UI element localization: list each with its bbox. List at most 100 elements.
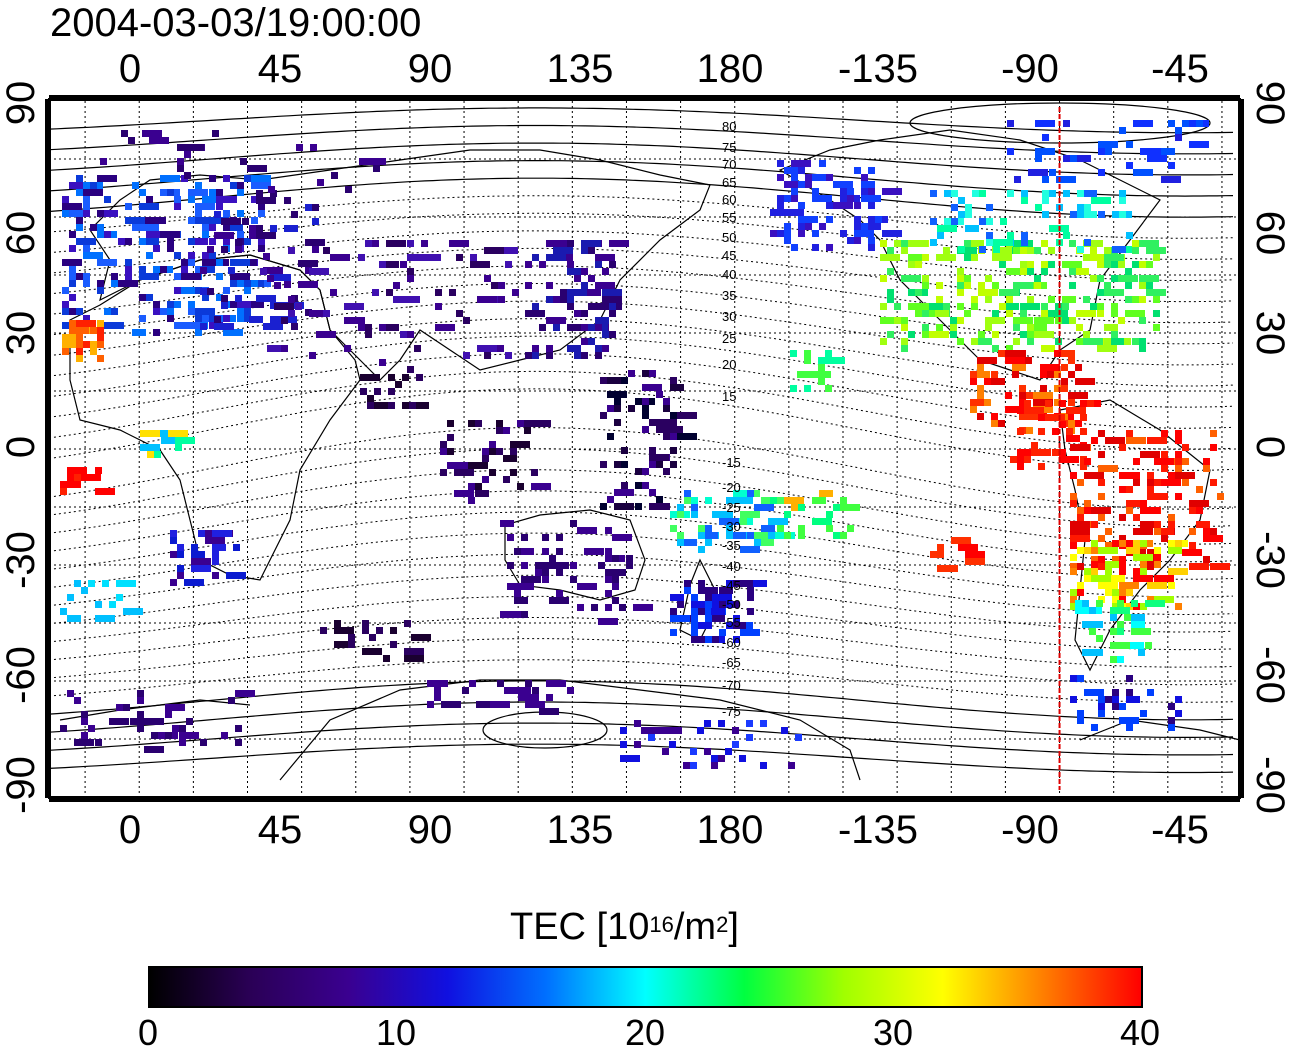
tec-pixel <box>395 381 402 388</box>
tec-pixel <box>1034 247 1041 254</box>
tec-pixel <box>1098 211 1105 218</box>
tec-pixel <box>826 202 833 209</box>
tec-pixel <box>1062 261 1082 268</box>
tec-pixel <box>62 341 69 348</box>
tec-pixel <box>581 289 601 296</box>
tec-pixel <box>500 611 507 618</box>
tec-pixel <box>978 289 998 296</box>
tec-pixel <box>207 288 214 295</box>
tec-pixel <box>1007 190 1014 197</box>
tec-pixel <box>1034 275 1041 282</box>
tec-pixel <box>244 287 251 294</box>
tec-pixel <box>977 364 984 371</box>
tec-pixel <box>214 211 221 218</box>
tec-pixel <box>1119 197 1126 204</box>
tec-pixel <box>249 316 256 323</box>
tec-pixel <box>790 350 797 357</box>
contour-label-25: 25 <box>722 331 736 346</box>
tec-pixel <box>656 461 663 468</box>
tec-pixel <box>804 350 811 357</box>
tec-pixel <box>819 160 826 167</box>
tec-pixel <box>507 562 514 569</box>
tec-pixel <box>376 627 383 634</box>
tec-pixel <box>116 704 123 711</box>
tec-pixel <box>1027 247 1034 254</box>
tec-pixel <box>1203 521 1210 528</box>
tec-pixel <box>62 348 69 355</box>
tec-pixel <box>191 558 211 565</box>
tec-pixel <box>256 316 263 323</box>
tec-pixel <box>754 504 774 511</box>
tec-pixel <box>595 254 615 261</box>
tec-pixel <box>521 562 528 569</box>
tec-pixel <box>379 324 386 331</box>
tec-pixel <box>125 259 132 266</box>
tec-pixel <box>67 467 87 474</box>
tec-pixel <box>1146 289 1166 296</box>
tec-pixel <box>525 680 532 687</box>
tec-pixel <box>365 240 372 247</box>
tec-pixel <box>1105 528 1112 535</box>
tec-pixel <box>854 167 861 174</box>
tec-pixel <box>284 197 291 204</box>
tec-pixel <box>348 634 355 641</box>
tec-pixel <box>1139 275 1159 282</box>
tec-pixel <box>1006 345 1013 352</box>
tec-pixel <box>1062 303 1069 310</box>
tec-pixel <box>1138 614 1145 621</box>
tec-pixel <box>441 680 448 687</box>
tec-pixel <box>202 252 209 259</box>
tec-pixel <box>732 727 739 734</box>
tec-pixel <box>691 594 698 601</box>
tec-pixel <box>1175 696 1182 703</box>
tec-pixel <box>407 366 414 373</box>
tec-pixel <box>642 384 662 391</box>
tec-pixel <box>880 240 887 247</box>
tec-pixel <box>1119 246 1126 253</box>
tec-pixel <box>95 601 102 608</box>
tec-pixel <box>670 433 677 440</box>
tec-pixel <box>344 303 364 310</box>
tec-pixel <box>88 725 95 732</box>
tec-pixel <box>1019 350 1026 357</box>
tec-pixel <box>146 294 153 301</box>
tec-pixel <box>690 762 697 769</box>
tec-pixel <box>97 355 104 362</box>
tec-pixel <box>1098 141 1118 148</box>
tec-pixel <box>60 725 67 732</box>
tec-pixel <box>200 267 207 274</box>
tec-pixel <box>83 280 90 287</box>
tec-pixel <box>747 532 754 539</box>
tec-pixel <box>81 739 88 746</box>
tec-pixel <box>977 357 997 364</box>
tec-pixel <box>256 197 276 204</box>
contour-label-minus50: -50 <box>722 597 741 612</box>
tec-pixel <box>212 572 219 579</box>
tec-pixel <box>104 210 111 217</box>
tec-pixel <box>992 345 999 352</box>
tec-pixel <box>90 327 97 334</box>
tec-pixel <box>670 594 677 601</box>
tec-pixel <box>1147 486 1154 493</box>
tec-pixel <box>221 218 241 225</box>
tec-pixel <box>1105 575 1125 582</box>
tec-pixel <box>1035 155 1042 162</box>
tec-pixel <box>690 748 697 755</box>
tec-pixel <box>62 287 69 294</box>
tec-pixel <box>986 232 993 239</box>
tec-pixel <box>147 451 154 458</box>
tec-pixel <box>160 308 167 315</box>
tec-pixel <box>1133 169 1153 176</box>
tec-pixel <box>908 254 928 261</box>
tec-pixel <box>777 160 784 167</box>
tec-pixel <box>165 711 172 718</box>
tec-pixel <box>677 594 684 601</box>
tec-pixel <box>950 317 957 324</box>
tec-pixel <box>1021 197 1028 204</box>
tec-pixel <box>574 352 581 359</box>
tec-pixel <box>97 287 104 294</box>
tec-pixel <box>732 741 739 748</box>
tec-pixel <box>168 430 188 437</box>
tec-pixel <box>649 489 656 496</box>
tec-pixel <box>214 316 221 323</box>
